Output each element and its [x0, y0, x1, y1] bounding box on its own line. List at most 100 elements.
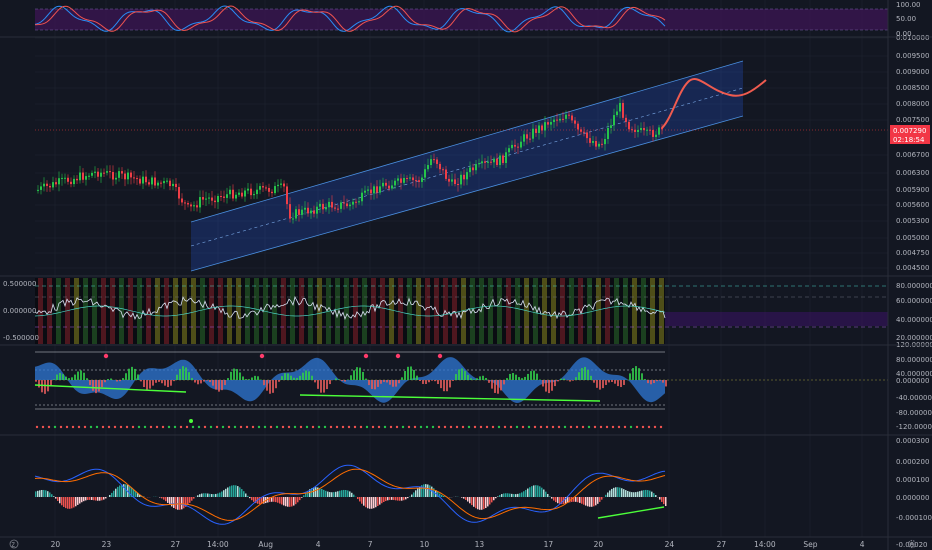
wt-money-flow-bar — [197, 380, 199, 385]
wt-sell-dot — [103, 353, 109, 359]
wt-money-flow-bar — [161, 380, 163, 384]
candle-body — [343, 202, 345, 204]
wave-trend-pane[interactable]: 120.00000080.00000040.0000000.000000-40.… — [34, 341, 932, 431]
macd-histogram-bar — [439, 493, 441, 497]
wt-money-flow-bar — [530, 371, 532, 380]
stoch-lines — [34, 5, 666, 33]
wt-signal-dot — [569, 425, 573, 429]
macd-histogram-bar — [57, 497, 59, 501]
macd-pane[interactable]: 0.000300 0.000200 0.000100 0.000000 -0.00010… — [34, 437, 932, 549]
macd-histogram-bar — [541, 487, 543, 497]
macd-histogram-bar — [313, 487, 315, 497]
wt-money-flow-bar — [635, 366, 637, 380]
macd-histogram-bar — [283, 497, 285, 506]
oscillator-band — [209, 278, 214, 344]
wt-money-flow-bar — [221, 380, 223, 391]
time-axis[interactable]: 20 23 27 14:00 Aug 4 7 10 13 17 20 24 27 14:00 Sep 4 — [51, 540, 865, 549]
macd-histogram-bar — [319, 488, 321, 497]
oscillator-band — [101, 278, 106, 344]
wt-money-flow-bar — [476, 378, 478, 380]
macd-histogram-bar — [197, 495, 199, 497]
wt-signal-dot — [59, 425, 63, 429]
wt-money-flow-bar — [68, 378, 70, 380]
macd-histogram-bar — [91, 497, 93, 500]
macd-histogram-bar — [655, 495, 657, 497]
wt-money-flow-bar — [89, 380, 91, 386]
wt-signal-dot — [83, 425, 87, 429]
price-projection-path — [661, 78, 767, 129]
macd-histogram-bar — [317, 487, 319, 497]
wt-money-flow-bar — [359, 367, 361, 380]
wave-trend-waves — [35, 357, 667, 403]
wt-signal-dot — [647, 425, 651, 429]
macd-histogram-bar — [115, 488, 117, 497]
candle-body — [628, 121, 630, 130]
wt-money-flow-bar — [449, 380, 451, 388]
oscillator-band — [650, 278, 655, 344]
gear-icon[interactable] — [907, 539, 917, 549]
wt-signal-dot — [197, 425, 201, 429]
wt-money-flow-bar — [422, 380, 424, 384]
candle-body — [529, 138, 531, 140]
wt-signal-dot — [281, 425, 285, 429]
candle-body — [151, 177, 153, 185]
candle-body — [238, 192, 240, 195]
candle-body — [361, 192, 363, 202]
oscillator-pane[interactable]: 0.500000 0.000000 -0.500000 80.000000 60… — [3, 278, 932, 344]
candle-body — [46, 183, 48, 186]
candle-body — [337, 208, 339, 210]
wt-money-flow-bar — [488, 380, 490, 383]
price-axis-label: 0.008000 — [896, 100, 929, 108]
wt-signal-dot — [353, 425, 357, 429]
candle-body — [211, 197, 213, 201]
price-axis-label: 0.005300 — [896, 217, 929, 225]
candle-body — [316, 206, 318, 214]
candle-body — [382, 182, 384, 187]
wt-money-flow-bar — [143, 380, 145, 388]
macd-histogram-bar — [43, 489, 45, 497]
wt-money-flow-bar — [518, 377, 520, 380]
macd-histogram-bar — [169, 497, 171, 505]
macd-histogram-bar — [465, 497, 467, 500]
wt-money-flow-bar — [371, 380, 373, 389]
macd-histogram-bar — [353, 494, 355, 497]
macd-signal-line — [34, 468, 666, 521]
oscillator-band — [92, 278, 97, 344]
wt-money-flow-bar — [53, 379, 55, 380]
wt-money-flow-bar — [614, 380, 616, 384]
wt-signal-dot — [35, 425, 39, 429]
wt-money-flow-bar — [533, 370, 535, 380]
wt-signal-dot — [473, 425, 477, 429]
wt-money-flow-bar — [317, 380, 319, 389]
macd-histogram-bar — [263, 497, 265, 504]
macd-histogram-bar — [35, 491, 37, 497]
wt-blue-wave — [35, 357, 665, 403]
candle-body — [148, 182, 150, 185]
candle-body — [103, 172, 105, 174]
macd-histogram-bar — [271, 497, 273, 502]
wt-signal-dot — [551, 425, 555, 429]
wt-money-flow-bar — [230, 371, 232, 380]
macd-histogram-bar — [607, 492, 609, 497]
macd-histogram-bar — [383, 497, 385, 503]
stoch-rsi-pane[interactable]: 100.00 50.00 0.00 — [34, 1, 921, 38]
wt-money-flow-bar — [557, 380, 559, 382]
time-axis-label: 4 — [860, 540, 865, 549]
macd-histogram-bar — [477, 497, 479, 510]
candle-body — [262, 186, 264, 188]
stoch-d-line — [34, 5, 666, 33]
macd-histogram-bar — [513, 494, 515, 497]
timezone-icon[interactable] — [9, 539, 19, 549]
wt-signal-dot — [659, 425, 663, 429]
macd-histogram-bar — [461, 497, 463, 498]
candle-body — [652, 130, 654, 137]
wt-money-flow-bar — [500, 380, 502, 391]
wt-buy-dot — [189, 419, 193, 423]
candle-body — [115, 177, 117, 180]
macd-histogram-bar — [299, 497, 301, 501]
price-pane[interactable]: 0.010000 0.009500 0.009000 0.008500 0.008000… — [35, 34, 930, 272]
wt-money-flow-bar — [503, 380, 505, 385]
regression-channel — [191, 61, 743, 271]
macd-histogram-bar — [527, 488, 529, 497]
